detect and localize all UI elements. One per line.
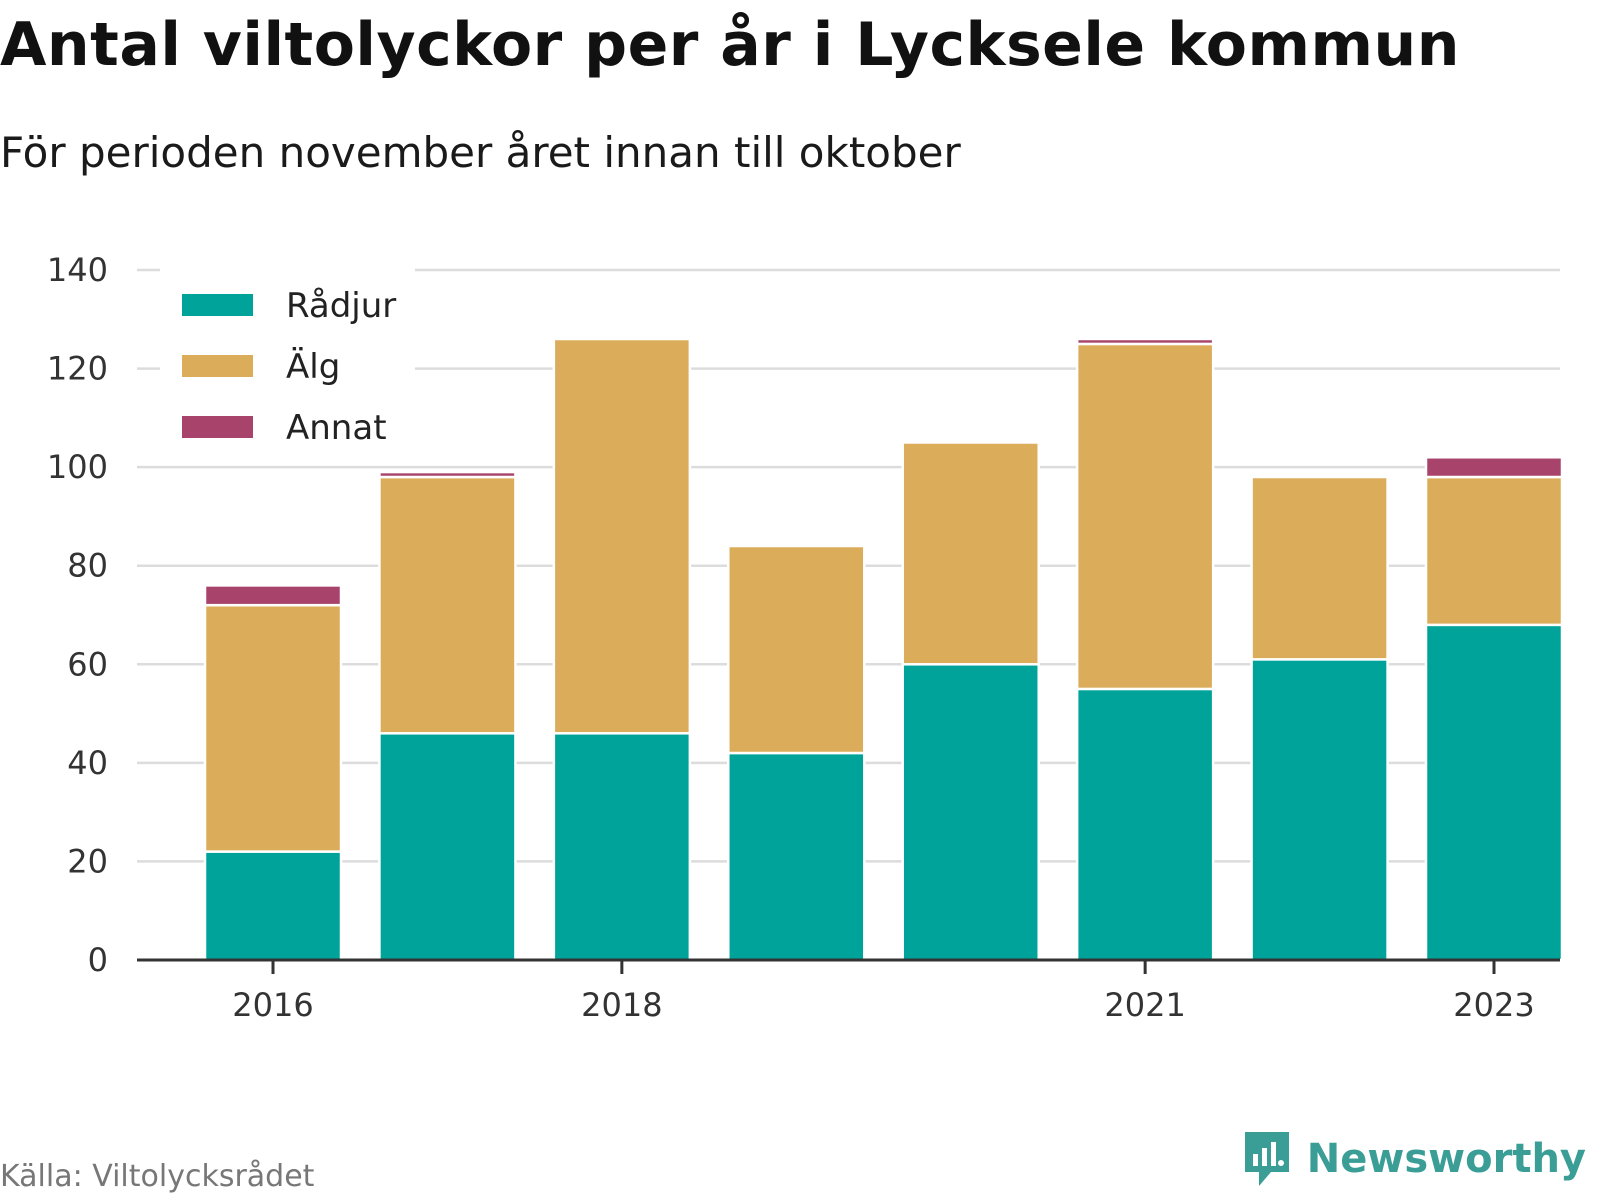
bar-segment-rådjur: [1250, 658, 1389, 962]
legend-swatch-älg: [182, 355, 253, 377]
y-tick-label: 120: [47, 350, 108, 388]
bar-segment-älg: [1075, 342, 1215, 691]
legend-label-annat: Annat: [286, 408, 387, 448]
chart-title: Antal viltolyckor per år i Lycksele komm…: [0, 10, 1460, 80]
legend-swatch-rådjur: [182, 294, 253, 316]
bar-segment-rådjur: [901, 663, 1040, 962]
x-tick-label: 2021: [1104, 986, 1185, 1024]
y-axis-ticks: 0 20 40 60 80 100 120 140: [47, 251, 108, 979]
y-tick-label: 20: [67, 842, 108, 880]
legend-label-rådjur: Rådjur: [286, 286, 396, 326]
x-tick-label: 2018: [581, 986, 662, 1024]
bar-segment-annat: [378, 470, 517, 479]
bars: [203, 337, 1564, 962]
y-tick-label: 0: [88, 941, 108, 979]
bar-segment-rådjur: [378, 732, 517, 962]
bar-segment-älg: [1424, 475, 1564, 627]
bar-segment-älg: [552, 337, 692, 735]
y-tick-label: 40: [67, 744, 108, 782]
bar-segment-annat: [203, 584, 343, 607]
bar-segment-älg: [203, 603, 343, 853]
bar-segment-älg: [1250, 475, 1389, 661]
bar-segment-älg: [901, 441, 1040, 666]
bar-segment-älg: [727, 544, 866, 755]
newsworthy-logo-icon: [1244, 1132, 1289, 1186]
x-axis: 2016 2018 2021 2023: [137, 958, 1560, 1024]
bar-segment-rådjur: [203, 850, 343, 962]
bar-segment-rådjur: [727, 751, 866, 962]
y-tick-label: 80: [67, 547, 108, 585]
legend-label-älg: Älg: [286, 347, 340, 387]
brand-name: Newsworthy: [1306, 1136, 1586, 1182]
chart-subtitle: För perioden november året innan till ok…: [0, 128, 961, 177]
x-tick-label: 2016: [232, 986, 313, 1024]
x-tick-label: 2023: [1453, 986, 1534, 1024]
y-tick-label: 100: [47, 448, 108, 486]
bar-segment-rådjur: [1075, 687, 1215, 962]
bar-segment-annat: [1075, 337, 1215, 346]
bar-segment-rådjur: [552, 732, 692, 962]
y-tick-label: 60: [67, 645, 108, 683]
bar-segment-rådjur: [1424, 623, 1564, 962]
bar-segment-annat: [1424, 456, 1564, 479]
brand-logo: Newsworthy: [1241, 1128, 1586, 1190]
y-tick-label: 140: [47, 251, 108, 289]
legend-swatch-annat: [182, 416, 253, 438]
legend: Rådjur Älg Annat: [160, 268, 415, 458]
bar-segment-älg: [378, 475, 517, 735]
source-note: Källa: Viltolycksrådet: [0, 1159, 315, 1194]
